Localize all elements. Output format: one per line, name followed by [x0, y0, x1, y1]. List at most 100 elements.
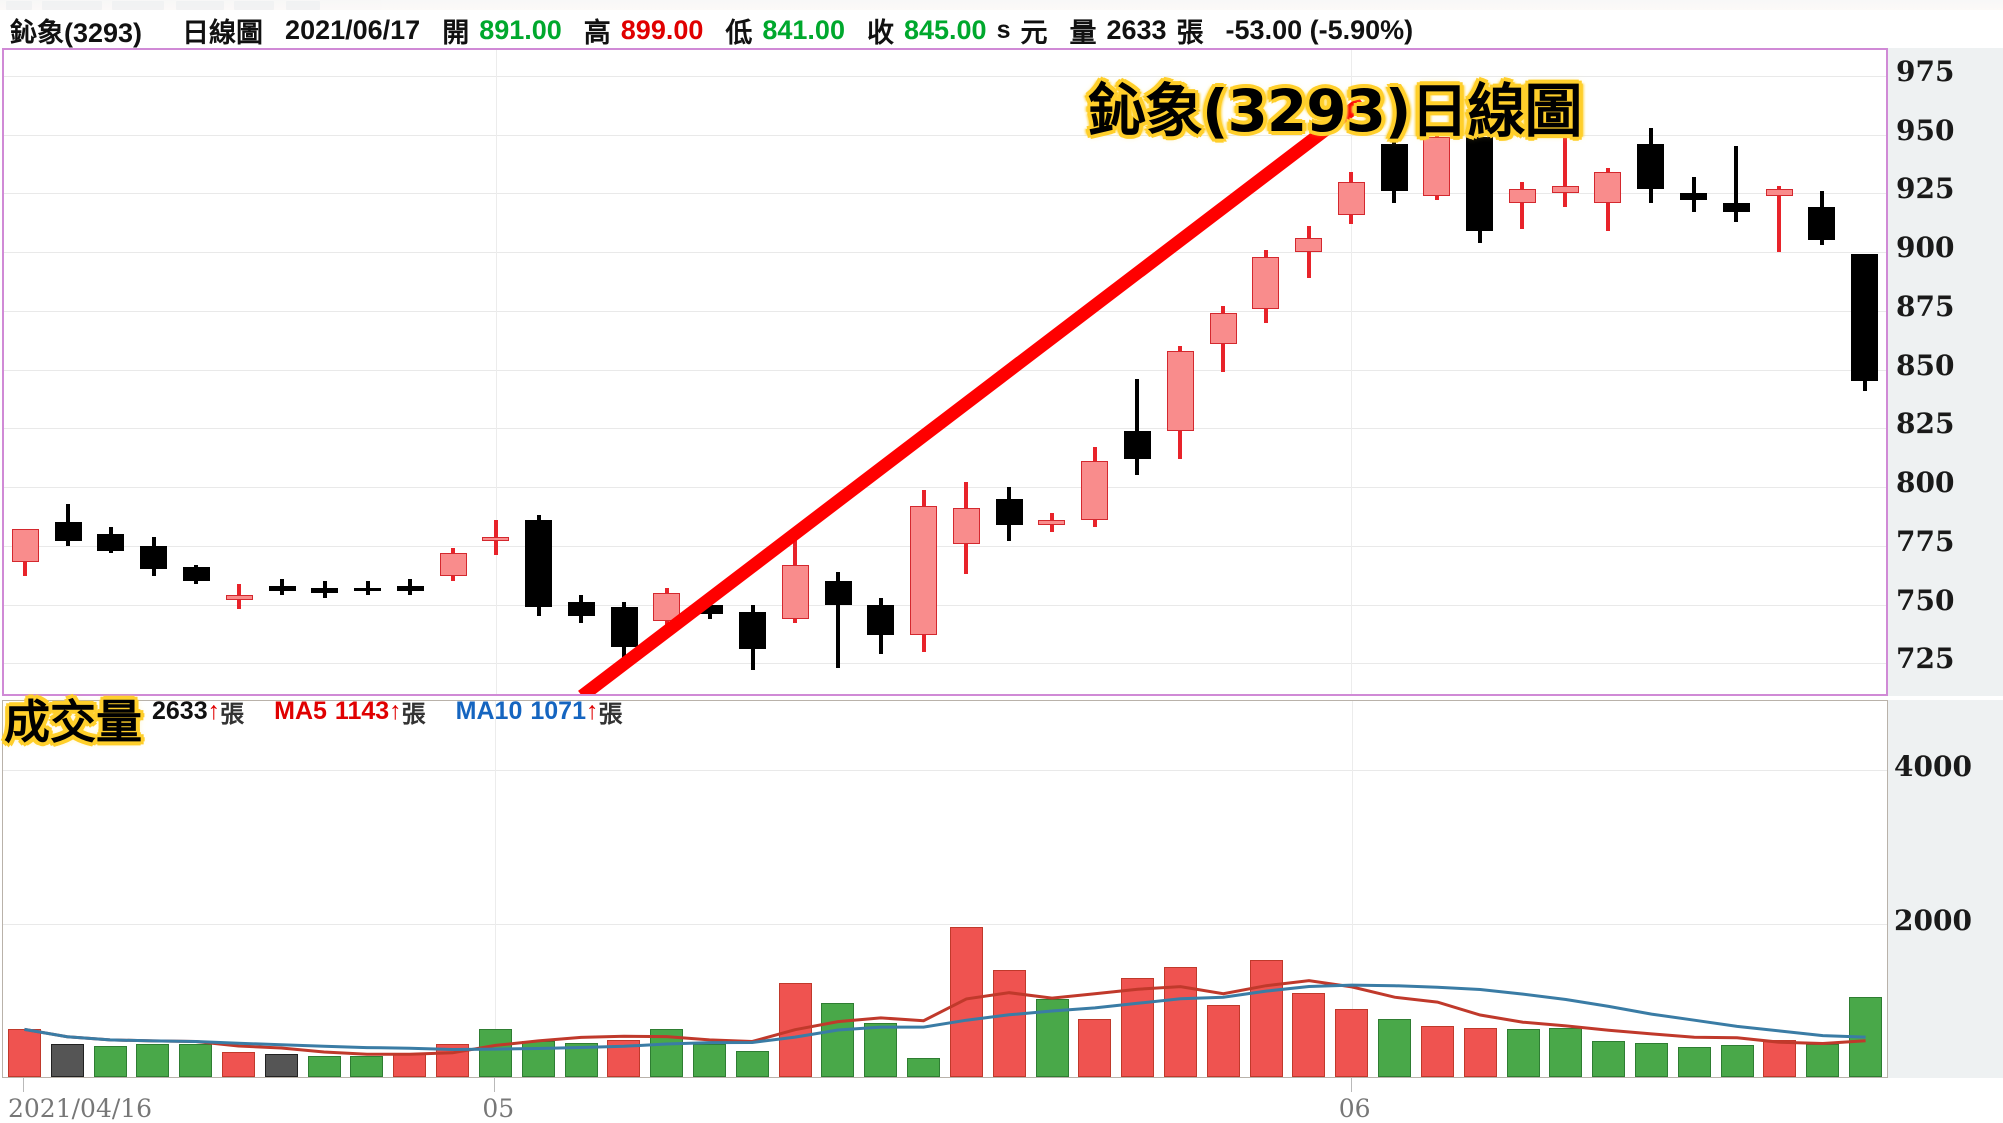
open-value: 891.00 — [479, 14, 562, 45]
date-tick-label: 05 — [482, 1094, 515, 1123]
price-unit: 元 — [1020, 17, 1048, 48]
volume-bar — [992, 969, 1026, 1077]
candle-body — [525, 520, 553, 608]
app-toolbar-strip[interactable] — [0, 0, 2003, 12]
volume-bar — [1335, 1009, 1369, 1077]
candle-body — [567, 602, 595, 617]
close-suffix: s — [996, 15, 1011, 44]
volume-bar — [864, 1023, 898, 1077]
candle-body — [952, 508, 980, 544]
volume-bar — [1078, 1018, 1112, 1077]
candle-body — [311, 588, 339, 593]
volume-bar — [93, 1046, 127, 1077]
volume-gridline — [3, 923, 1887, 925]
candle-body — [396, 585, 424, 591]
candle-body — [696, 604, 724, 615]
price-tick-label: 950 — [1896, 113, 1955, 147]
quote-chart-type: 日線圖 — [182, 17, 264, 48]
candle-body — [140, 545, 168, 570]
candle-body — [1680, 193, 1708, 201]
volume-tick-label: 4000 — [1894, 750, 1972, 784]
volume-bar — [1677, 1047, 1711, 1077]
price-tick-label: 975 — [1896, 54, 1955, 88]
price-chart-panel[interactable] — [2, 48, 1888, 696]
volume-axis: 4000 2000 — [1888, 700, 2003, 1078]
candle-body — [54, 522, 82, 542]
volume-title-annotation: 成交量 — [4, 695, 142, 749]
price-gridline — [4, 75, 1886, 77]
candle-body — [910, 505, 938, 636]
candle-body — [1851, 254, 1879, 382]
date-tick-label: 2021/04/16 — [8, 1094, 153, 1123]
candle-wick — [1520, 181, 1525, 229]
volume-bar — [136, 1044, 170, 1077]
candle-wick — [1734, 146, 1739, 222]
open-label: 開 — [442, 17, 470, 48]
candle-body — [1637, 144, 1665, 189]
candle-body — [354, 588, 382, 592]
volume-chart-panel[interactable] — [2, 700, 1888, 1078]
price-tick-label: 925 — [1896, 172, 1955, 206]
volume-bar — [350, 1055, 384, 1077]
candle-body — [439, 552, 467, 577]
volume-tick-label: 2000 — [1894, 903, 1972, 937]
price-gridline — [4, 487, 1886, 489]
high-label: 高 — [583, 17, 611, 48]
quote-date: 2021/06/17 — [285, 14, 421, 45]
volume-bar — [1378, 1018, 1412, 1077]
month-gridline — [495, 50, 497, 694]
candle-body — [1551, 186, 1579, 194]
candle-body — [1123, 430, 1151, 459]
volume-bar — [50, 1044, 84, 1077]
quote-symbol[interactable]: 鈊象(3293) — [10, 17, 143, 48]
candle-body — [1594, 172, 1622, 203]
price-tick-label: 800 — [1896, 466, 1955, 500]
candle-body — [1166, 350, 1194, 431]
candle-body — [1295, 238, 1323, 253]
price-tick-label: 725 — [1896, 642, 1955, 676]
candle-body — [1423, 136, 1451, 196]
volume-legend-value: 2633 — [152, 696, 208, 725]
volume-bar — [264, 1053, 298, 1077]
ma5-up-arrow-icon: ↑ — [389, 696, 402, 725]
candle-body — [482, 536, 510, 542]
price-gridline — [4, 663, 1886, 665]
volume-value: 2633 — [1106, 14, 1167, 45]
volume-up-arrow-icon: ↑ — [207, 696, 221, 725]
close-label: 收 — [866, 17, 894, 48]
price-gridline — [4, 310, 1886, 312]
price-tick-label: 775 — [1896, 524, 1955, 558]
chart-title-annotation: 鈊象(3293)日線圖 — [1088, 77, 1582, 145]
candle-body — [1337, 181, 1365, 215]
ma5-label: MA5 — [274, 696, 327, 725]
candle-body — [824, 581, 852, 605]
ma10-value: 1071 — [530, 696, 586, 725]
price-gridline — [4, 545, 1886, 547]
candle-body — [781, 564, 809, 619]
candle-wick — [1563, 129, 1568, 208]
volume-bar — [1763, 1040, 1797, 1077]
ma10-up-arrow-icon: ↑ — [585, 696, 599, 725]
candlestick-plot — [4, 50, 1886, 694]
volume-bar — [1635, 1043, 1668, 1077]
volume-bar — [1206, 1004, 1240, 1077]
volume-legend: 2633 ↑ 張 MA5 1143 ↑ 張 MA10 1071 ↑ 張 — [0, 694, 1000, 728]
low-value: 841.00 — [762, 14, 845, 45]
candle-body — [1722, 202, 1750, 213]
candle-body — [1765, 188, 1793, 196]
candle-body — [1209, 313, 1237, 344]
volume-bar — [222, 1051, 255, 1077]
volume-bar — [1292, 993, 1326, 1077]
volume-legend-unit: 張 — [220, 700, 245, 728]
candle-body — [995, 498, 1023, 525]
volume-bar — [1720, 1044, 1754, 1077]
ma5-line — [24, 979, 1866, 1056]
volume-bar — [307, 1056, 341, 1077]
volume-bar — [1549, 1027, 1583, 1077]
candle-body — [182, 567, 210, 582]
low-label: 低 — [725, 17, 753, 48]
volume-bar — [1463, 1027, 1497, 1077]
volume-plot — [3, 701, 1887, 1077]
price-gridline — [4, 604, 1886, 606]
volume-bar — [1420, 1025, 1454, 1077]
